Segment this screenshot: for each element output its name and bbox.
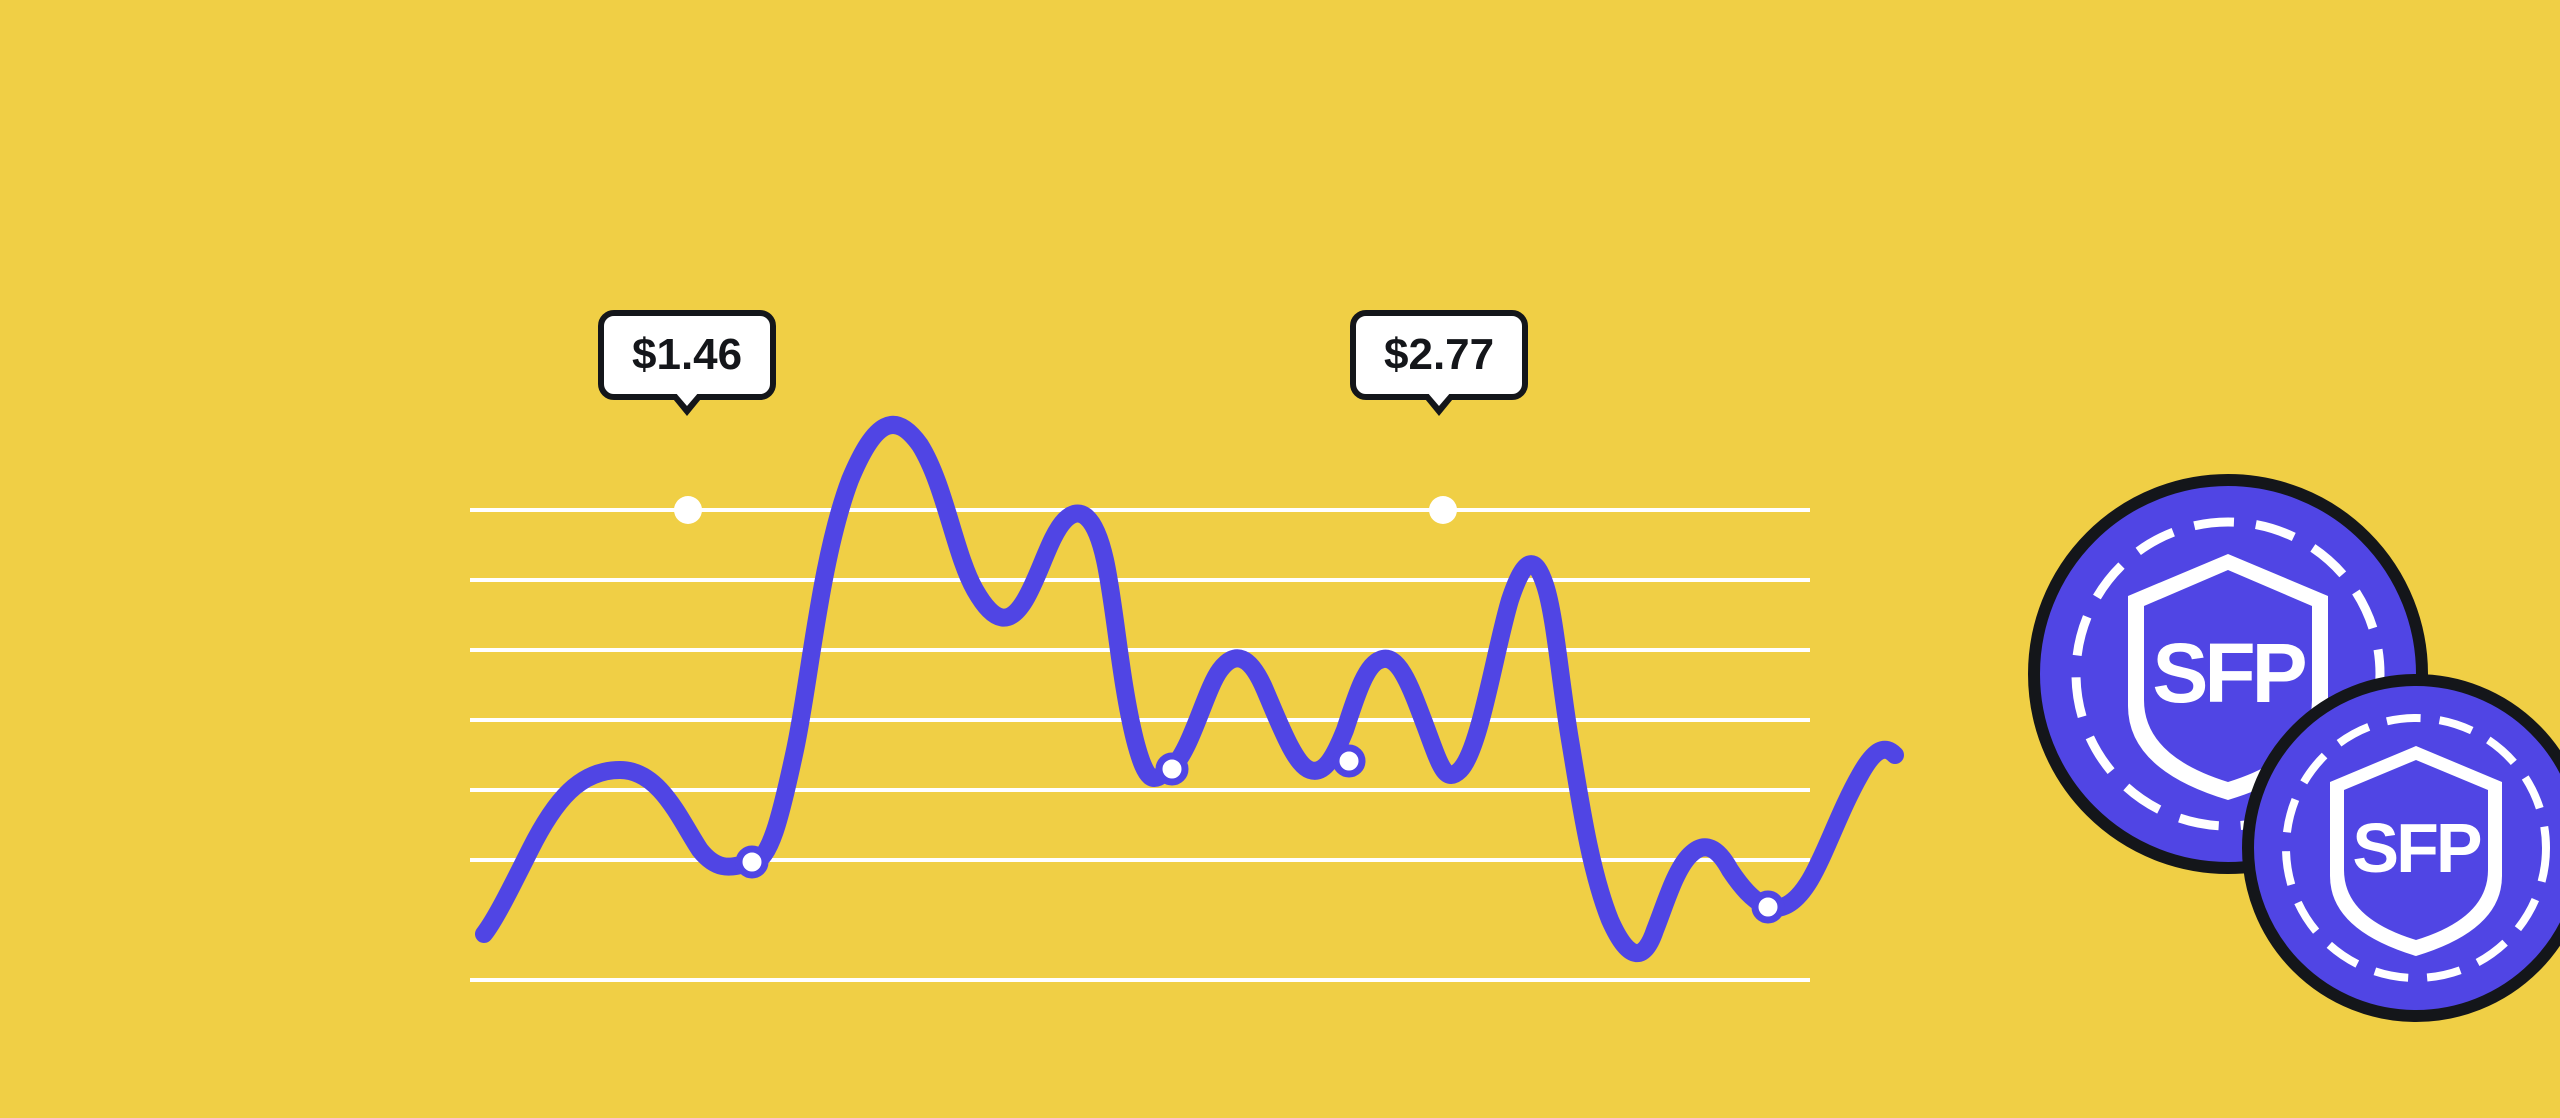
line-marker [1755, 894, 1781, 920]
coin-front: SFP [2248, 680, 2560, 1016]
line-marker [1159, 756, 1185, 782]
price-label-1: $1.46 [598, 310, 776, 400]
price-label-text: $2.77 [1384, 330, 1494, 379]
label-marker [674, 496, 702, 524]
price-label-text: $1.46 [632, 330, 742, 379]
coin-text: SFP [2152, 626, 2305, 720]
coin-text: SFP [2352, 809, 2480, 887]
label-marker [1429, 496, 1457, 524]
line-markers [739, 748, 1781, 920]
price-chart: SFP SFP [0, 0, 2560, 1118]
line-marker [739, 849, 765, 875]
price-label-2: $2.77 [1350, 310, 1528, 400]
line-marker [1336, 748, 1362, 774]
